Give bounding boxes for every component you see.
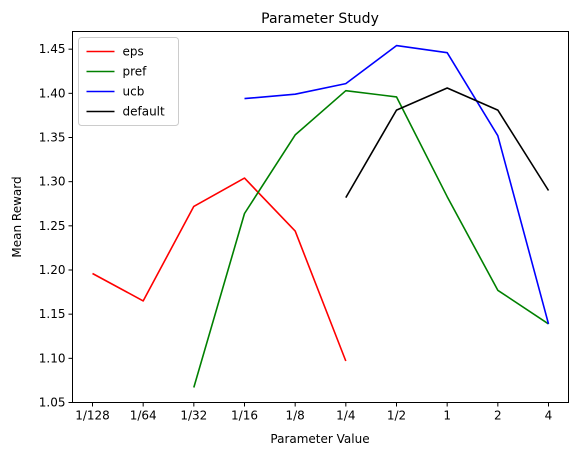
series-line-pref: [193, 89, 549, 388]
y-tick-label: 1.35: [39, 131, 66, 145]
y-tick-label: 1.20: [39, 263, 66, 277]
x-tick-label: 1/4: [336, 409, 355, 423]
y-tick-label: 1.30: [39, 175, 66, 189]
y-tick-label: 1.15: [39, 307, 66, 321]
x-tick-label: 1/2: [387, 409, 406, 423]
y-axis-label: Mean Reward: [10, 176, 24, 257]
legend-label-default: default: [123, 105, 166, 119]
legend-label-pref: pref: [123, 65, 148, 79]
series-line-ucb: [244, 44, 550, 325]
x-tick-label: 1/64: [130, 409, 157, 423]
x-tick-label: 1/128: [75, 409, 110, 423]
x-tick-label: 4: [545, 409, 553, 423]
legend-label-ucb: ucb: [123, 85, 145, 99]
x-tick-label: 1/8: [286, 409, 305, 423]
y-tick-label: 1.40: [39, 86, 66, 100]
x-tick-label: 1/32: [180, 409, 207, 423]
legend-box: [78, 37, 179, 126]
x-tick-label: 2: [494, 409, 502, 423]
series-line-default: [345, 87, 550, 199]
y-tick-label: 1.05: [39, 396, 66, 410]
series-line-eps: [92, 177, 347, 362]
x-tick-label: 1: [443, 409, 451, 423]
y-tick-label: 1.25: [39, 219, 66, 233]
legend-label-eps: eps: [123, 45, 144, 59]
y-tick-label: 1.45: [39, 42, 66, 56]
x-tick-label: 1/16: [231, 409, 258, 423]
plot-frame: [72, 31, 569, 403]
chart-title: Parameter Study: [261, 11, 379, 27]
y-tick-label: 1.10: [39, 351, 66, 365]
x-axis-label: Parameter Value: [270, 432, 369, 446]
